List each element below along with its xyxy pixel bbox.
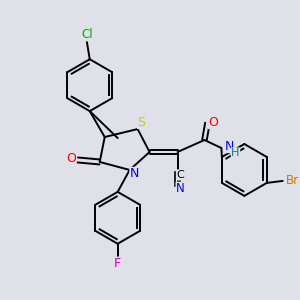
Text: H: H <box>231 148 240 158</box>
Text: N: N <box>176 182 185 195</box>
Text: C: C <box>177 170 184 180</box>
Text: F: F <box>114 257 121 270</box>
Text: Cl: Cl <box>81 28 93 41</box>
Text: N: N <box>224 140 234 152</box>
Text: N: N <box>130 167 139 180</box>
Text: Br: Br <box>286 174 299 188</box>
Text: S: S <box>138 116 146 129</box>
Text: O: O <box>66 152 76 166</box>
Text: O: O <box>208 116 218 129</box>
